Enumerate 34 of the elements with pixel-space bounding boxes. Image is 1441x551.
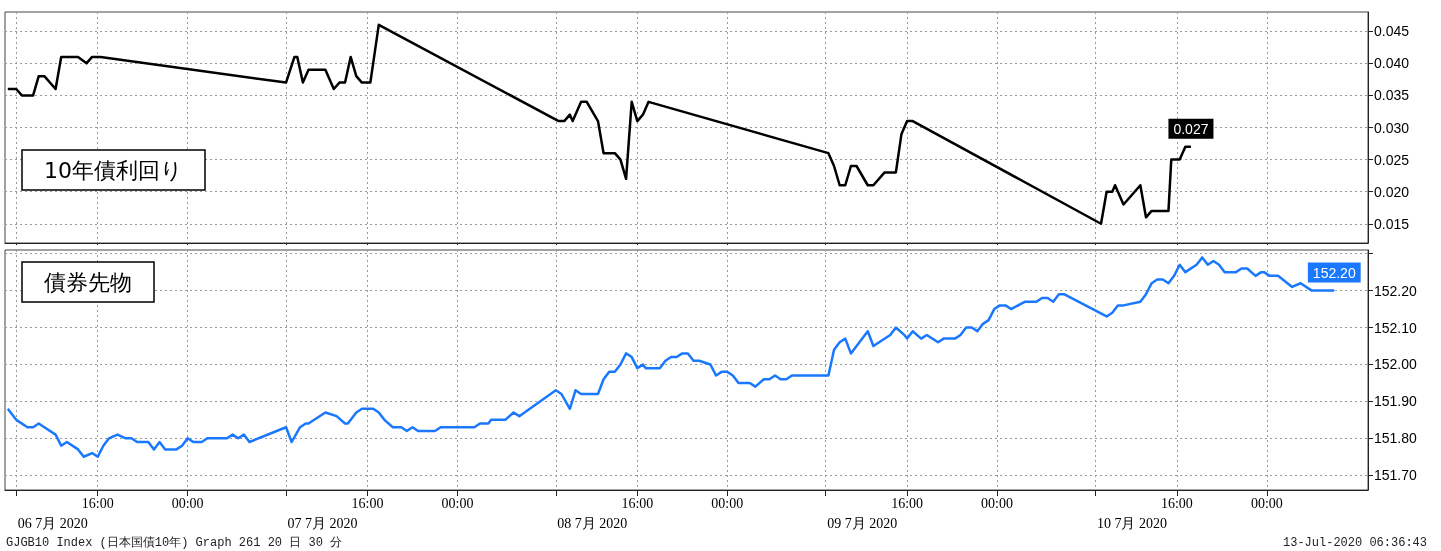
text: 債券先物 (44, 269, 132, 295)
y-tick-label: 151.70 (1374, 467, 1418, 484)
data-label: 0.027 (1173, 120, 1209, 137)
y-tick-label: 152.00 (1374, 356, 1418, 373)
y-tick-label: 0.045 (1374, 23, 1410, 40)
y-tick-label: 0.035 (1374, 87, 1410, 104)
y-tick-label: 152.10 (1374, 319, 1418, 336)
y-tick-label: 0.030 (1374, 119, 1410, 136)
x-tick-label: 00:00 (441, 495, 474, 511)
y-tick-label: 0.015 (1374, 215, 1410, 232)
x2-tick-label: 06 7月 2020 (17, 515, 88, 531)
text: 13-Jul-2020 06:36:43 (1282, 536, 1428, 550)
x-tick-label: 00:00 (171, 495, 204, 511)
y-tick-label: 151.90 (1374, 393, 1418, 410)
x-tick-label: 16:00 (891, 495, 924, 511)
x-tick-label: 16:00 (351, 495, 384, 511)
x2-tick-label: 10 7月 2020 (1096, 515, 1167, 531)
x-tick-label: 00:00 (711, 495, 744, 511)
y-tick-label: 0.025 (1374, 151, 1410, 168)
y-tick-label: 0.040 (1374, 55, 1410, 72)
x-tick-label: 00:00 (1250, 495, 1283, 511)
text: 10年債利回り (44, 157, 183, 183)
x-tick-label: 16:00 (621, 495, 654, 511)
data-label: 152.20 (1312, 264, 1356, 281)
x2-tick-label: 08 7月 2020 (557, 515, 628, 531)
x-tick-label: 16:00 (81, 495, 114, 511)
x-tick-label: 00:00 (981, 495, 1013, 511)
text: GJGB10 Index (日本国債10年) Graph 261 20 日 30 分 (6, 536, 343, 550)
y-tick-label: 0.020 (1374, 183, 1410, 200)
y-tick-label: 151.80 (1374, 430, 1418, 447)
x2-tick-label: 07 7月 2020 (287, 515, 358, 531)
y-tick-label: 152.20 (1374, 282, 1418, 299)
x-tick-label: 16:00 (1160, 495, 1193, 511)
x2-tick-label: 09 7月 2020 (827, 515, 898, 531)
